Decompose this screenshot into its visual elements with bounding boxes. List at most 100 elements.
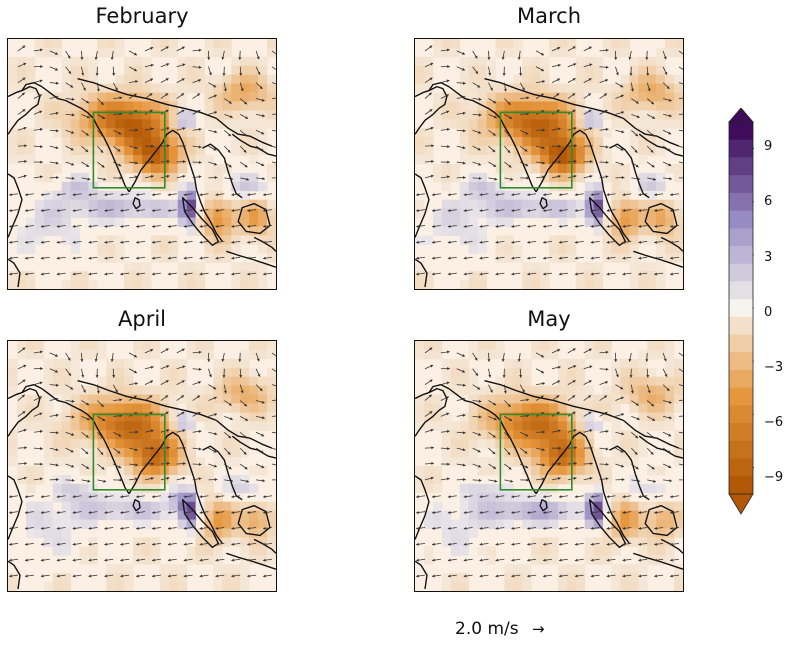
coastline: [622, 419, 680, 449]
coastline: [415, 258, 428, 288]
coastline: [484, 78, 624, 120]
wind-vectors: [9, 45, 276, 276]
coastline: [237, 202, 271, 235]
wind-vectors: [9, 347, 276, 578]
coastline: [428, 81, 501, 119]
coastline: [415, 475, 430, 540]
coastline: [77, 78, 217, 120]
coastline: [215, 117, 273, 147]
map-canvas: [8, 39, 276, 289]
coastline: [128, 129, 180, 193]
coastline: [21, 383, 94, 421]
colorbar-segment: [729, 122, 753, 141]
colorbar-segment: [729, 458, 753, 477]
coastline: [638, 435, 683, 459]
map-panel-may: [414, 340, 684, 592]
map-panel-march: [414, 38, 684, 290]
coastline: [660, 538, 683, 554]
colorbar-segment: [729, 316, 753, 336]
colorbar-segment: [729, 175, 753, 194]
panel-title-april: April: [118, 307, 166, 331]
map-canvas: [8, 341, 276, 591]
coastline: [585, 133, 630, 242]
coastline: [644, 504, 678, 537]
colorbar-extend-max: [728, 108, 754, 123]
coastline: [202, 445, 243, 501]
coastline: [253, 538, 276, 554]
colorbar-tick-label: 6: [764, 194, 773, 209]
colorbar-segment: [729, 157, 753, 176]
colorbar-tick-label: −3: [764, 360, 784, 375]
coastline: [535, 431, 587, 495]
colorbar-segment: [729, 263, 753, 283]
panel-title-february: February: [95, 4, 189, 28]
wind-vectors: [416, 347, 683, 578]
colorbar-segment: [729, 281, 753, 300]
coastline: [128, 431, 180, 495]
coastline: [215, 419, 273, 449]
coastline: [415, 387, 448, 437]
colorbar-segment: [729, 352, 753, 371]
colorbar-segment: [729, 440, 753, 460]
coastline: [132, 499, 141, 512]
coastline: [181, 197, 220, 247]
colorbar: [728, 108, 754, 515]
coastline: [226, 552, 276, 570]
coastline: [92, 118, 130, 193]
colorbar-segment: [729, 370, 753, 389]
coastline: [633, 250, 683, 268]
colorbar-segment: [729, 246, 753, 265]
coastline: [499, 420, 537, 495]
analysis-box: [499, 413, 573, 491]
coastline: [644, 202, 678, 235]
coastline: [8, 560, 21, 590]
coastline: [609, 143, 650, 199]
coastline: [231, 133, 276, 157]
colorbar-segment: [729, 476, 753, 495]
coastline: [585, 435, 630, 544]
coastline: [181, 499, 220, 549]
analysis-box: [499, 111, 573, 189]
coastline: [499, 118, 537, 193]
colorbar-segment: [729, 405, 753, 424]
coastline: [539, 499, 548, 512]
coastline: [660, 236, 683, 252]
map-canvas: [415, 341, 683, 591]
colorbar-segment: [729, 299, 753, 318]
colorbar-tick-label: 0: [764, 305, 773, 320]
coastline: [8, 85, 41, 135]
coastline: [8, 475, 23, 540]
coastline: [588, 197, 627, 247]
coastline: [77, 380, 217, 422]
colorbar-tick-label: −6: [764, 415, 784, 430]
coastline: [8, 258, 21, 288]
coastline: [178, 133, 223, 242]
coastline: [535, 129, 587, 193]
reference-vector-label: 2.0 m/s: [455, 619, 519, 639]
panel-title-march: March: [516, 4, 581, 28]
coastline: [202, 143, 243, 199]
coastline: [633, 552, 683, 570]
colorbar-tick-label: 9: [764, 139, 773, 154]
colorbar-extend-min: [728, 493, 754, 515]
coastline: [226, 250, 276, 268]
coastline: [428, 383, 501, 421]
colorbar-tick-label: −9: [764, 470, 784, 485]
colorbar-tick-label: 3: [764, 250, 773, 265]
colorbar-segment: [729, 334, 753, 353]
colorbar-segment: [729, 192, 753, 212]
coastline: [21, 81, 94, 119]
coastline: [178, 435, 223, 544]
coastline: [609, 445, 650, 501]
colorbar-segment: [729, 210, 753, 229]
coastline: [253, 236, 276, 252]
map-panel-april: [7, 340, 277, 592]
coastline: [484, 380, 624, 422]
coastline: [415, 560, 428, 590]
coastline: [415, 173, 430, 238]
coastline: [415, 85, 448, 135]
panel-title-may: May: [527, 307, 571, 331]
coastline: [588, 499, 627, 549]
colorbar-segment: [729, 139, 753, 159]
coastline: [8, 387, 41, 437]
